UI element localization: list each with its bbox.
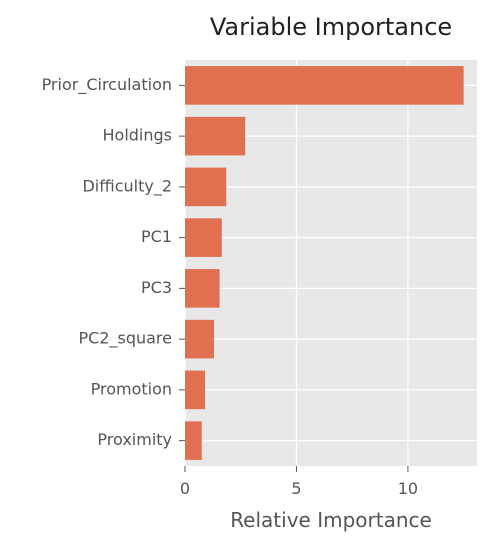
y-tick-label: Holdings (103, 126, 173, 145)
bar (185, 370, 206, 410)
bar (185, 218, 222, 257)
x-tick-labels: 0 5 10 (180, 466, 418, 498)
x-tick-label: 0 (180, 479, 190, 498)
x-tick-label: 5 (291, 479, 301, 498)
y-tick-label: Proximity (97, 430, 172, 449)
bar (185, 167, 227, 207)
x-axis-title: Relative Importance (230, 508, 432, 532)
bar (185, 116, 246, 156)
bar (185, 66, 464, 105)
bar (185, 269, 220, 308)
y-tick-label: Difficulty_2 (82, 176, 172, 196)
y-tick-label: PC2_square (78, 329, 172, 349)
y-tick-labels: Prior_Circulation Holdings Difficulty_2 PC1… (42, 75, 185, 449)
bars (185, 66, 464, 460)
chart-title: Variable Importance (210, 13, 452, 41)
bar (185, 421, 202, 460)
y-tick-label: PC1 (141, 227, 172, 246)
y-tick-label: PC3 (141, 278, 172, 297)
x-tick-label: 10 (398, 479, 418, 498)
y-tick-label: Prior_Circulation (42, 75, 172, 95)
bar (185, 319, 214, 359)
y-tick-label: Promotion (91, 379, 172, 398)
